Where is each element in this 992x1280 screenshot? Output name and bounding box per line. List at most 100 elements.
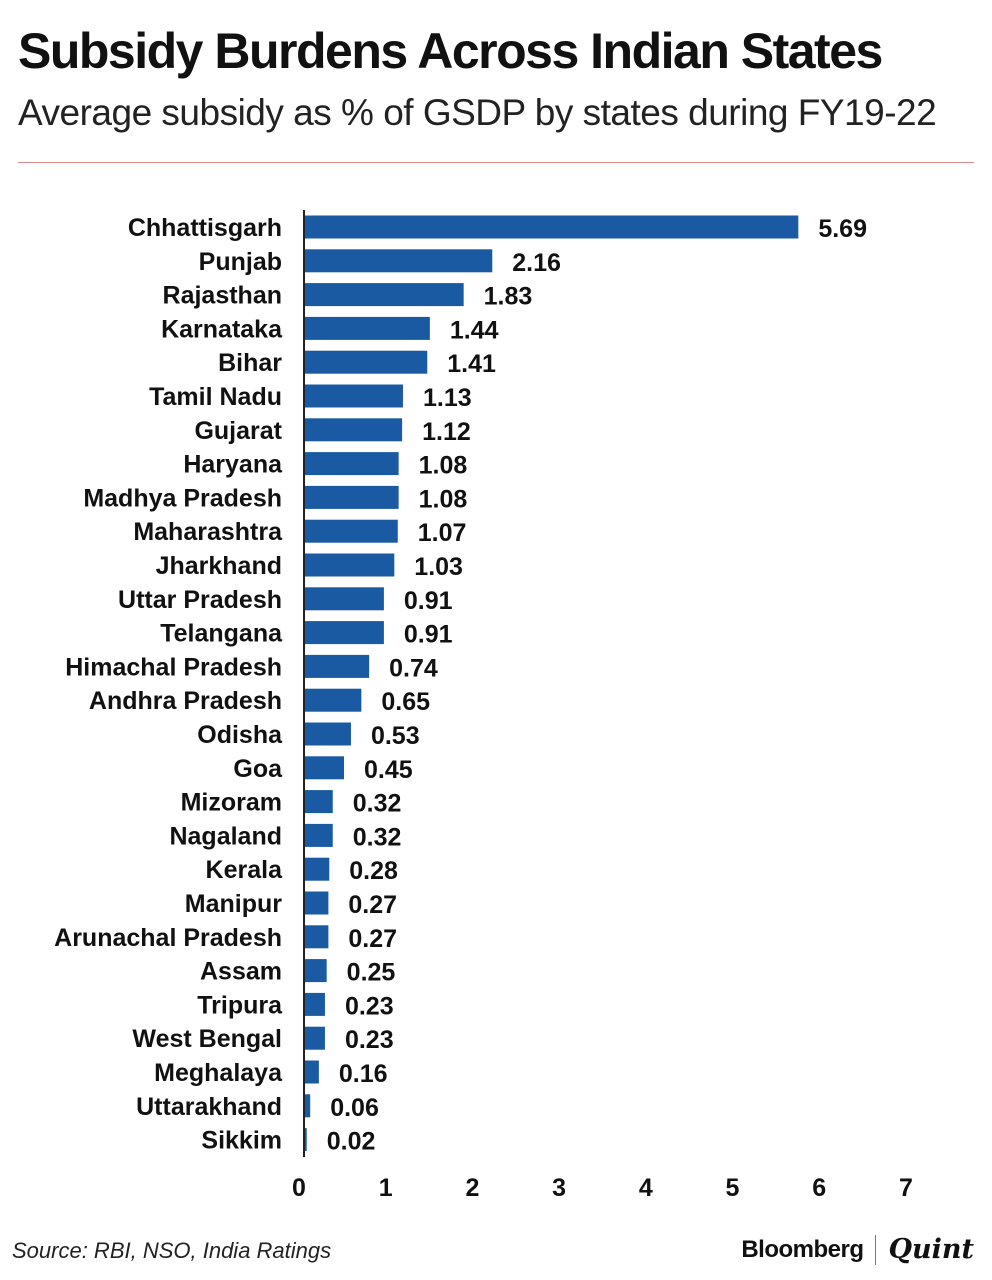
category-label: Telangana (160, 620, 283, 648)
category-label: Assam (200, 958, 282, 986)
value-label: 0.16 (339, 1060, 388, 1088)
bar (305, 418, 403, 442)
bar (305, 1094, 311, 1118)
x-tick-label: 1 (379, 1174, 393, 1202)
category-label: Arunachal Pradesh (54, 924, 282, 952)
bar (305, 621, 384, 645)
x-tick-label: 3 (552, 1174, 566, 1202)
bar (305, 452, 399, 476)
x-tick-label: 0 (292, 1174, 306, 1202)
value-label: 1.12 (422, 418, 471, 446)
bar (305, 1060, 319, 1084)
category-label: Chhattisgarh (128, 214, 282, 242)
value-label: 0.65 (381, 688, 430, 716)
bar (305, 485, 399, 509)
bar (305, 587, 384, 611)
value-label: 0.02 (327, 1128, 376, 1156)
brand-logo: Bloomberg Quint (741, 1234, 974, 1265)
brand-bloomberg: Bloomberg (741, 1235, 864, 1263)
value-label: 1.41 (447, 350, 496, 378)
value-label: 1.08 (419, 452, 468, 480)
value-label: 0.27 (348, 925, 397, 953)
category-label: Himachal Pradesh (65, 653, 282, 681)
brand-divider (875, 1234, 877, 1265)
source-note: Source: RBI, NSO, India Ratings (12, 1238, 332, 1263)
value-label: 1.08 (419, 485, 468, 513)
value-label: 0.23 (345, 992, 394, 1020)
category-label: Sikkim (201, 1127, 282, 1155)
bar (305, 283, 464, 307)
category-label: Mizoram (181, 789, 282, 817)
bar (305, 857, 330, 881)
category-label: Kerala (206, 856, 284, 884)
category-label: West Bengal (132, 1025, 282, 1053)
x-tick-label: 5 (726, 1174, 740, 1202)
value-label: 1.83 (484, 283, 533, 311)
category-label: Andhra Pradesh (89, 687, 282, 715)
value-label: 1.13 (423, 384, 472, 412)
bar (305, 823, 333, 847)
chart-subtitle: Average subsidy as % of GSDP by states d… (18, 92, 937, 133)
category-label: Uttar Pradesh (118, 586, 282, 614)
category-label: Tamil Nadu (149, 383, 282, 411)
category-label: Karnataka (161, 315, 283, 343)
value-label: 2.16 (512, 249, 561, 277)
category-label: Haryana (183, 451, 283, 479)
value-label: 0.91 (404, 587, 453, 615)
category-label: Punjab (199, 248, 282, 276)
category-label: Jharkhand (156, 552, 282, 580)
category-label: Maharashtra (133, 518, 283, 546)
bar (305, 756, 345, 780)
x-tick-label: 6 (812, 1174, 826, 1202)
value-label: 0.27 (348, 891, 397, 919)
value-label: 1.44 (450, 316, 499, 344)
bar (305, 553, 395, 577)
bar (305, 1026, 325, 1050)
bar-chart: Chhattisgarh 5.69 Punjab 2.16 Rajasthan 1.83 K… (54, 210, 913, 1202)
value-label: 0.28 (349, 857, 398, 885)
category-label: Manipur (185, 890, 282, 918)
chart-title: Subsidy Burdens Across Indian States (18, 23, 883, 79)
category-label: Nagaland (169, 822, 282, 850)
value-label: 0.91 (404, 621, 453, 649)
bar (305, 215, 799, 239)
category-label: Gujarat (194, 417, 282, 445)
x-tick-label: 2 (465, 1174, 479, 1202)
value-label: 5.69 (818, 215, 867, 243)
bar (305, 350, 428, 374)
x-tick-label: 7 (899, 1174, 913, 1202)
bar (305, 722, 351, 746)
category-label: Meghalaya (154, 1059, 283, 1087)
category-label: Goa (233, 755, 283, 783)
bar (305, 790, 333, 814)
bar (305, 654, 370, 678)
value-label: 0.32 (353, 790, 402, 818)
value-label: 0.23 (345, 1026, 394, 1054)
category-label: Madhya Pradesh (83, 484, 282, 512)
bar (305, 992, 325, 1016)
category-label: Odisha (197, 721, 283, 749)
bar (305, 925, 329, 949)
value-label: 0.32 (353, 823, 402, 851)
value-label: 0.53 (371, 722, 420, 750)
bar (305, 519, 398, 543)
brand-quint: Quint (888, 1234, 974, 1265)
category-label: Rajasthan (163, 282, 282, 310)
bar (305, 249, 493, 273)
value-label: 0.45 (364, 756, 413, 784)
value-label: 0.06 (330, 1094, 379, 1122)
bar (305, 316, 430, 340)
value-label: 1.03 (414, 553, 463, 581)
category-label: Uttarakhand (136, 1093, 282, 1121)
value-label: 0.74 (389, 654, 438, 682)
bar (305, 384, 403, 408)
bar (305, 1128, 307, 1152)
bar (305, 688, 362, 712)
bar (305, 891, 329, 915)
value-label: 0.25 (347, 959, 396, 987)
category-label: Tripura (197, 991, 283, 1019)
value-label: 1.07 (418, 519, 467, 547)
bar (305, 959, 327, 983)
category-label: Bihar (218, 349, 282, 377)
x-tick-label: 4 (639, 1174, 653, 1202)
